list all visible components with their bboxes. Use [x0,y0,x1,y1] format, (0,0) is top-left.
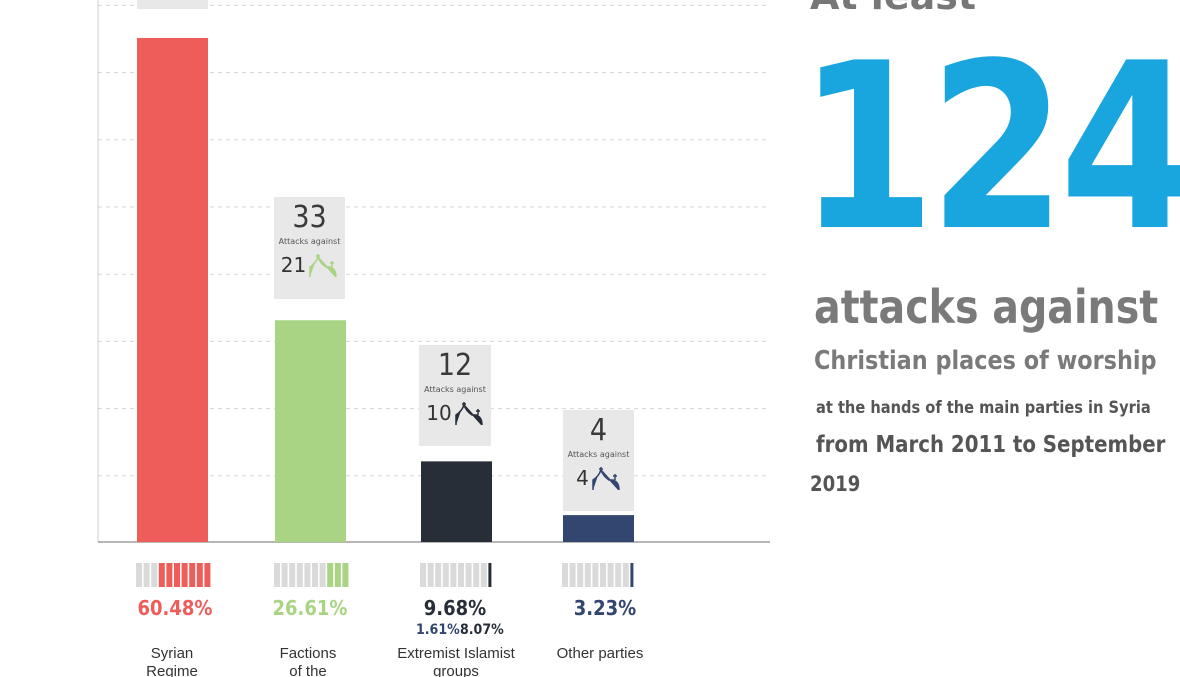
percentage-segment [274,563,280,587]
icon-row: 4 [563,466,634,490]
percentage-segment [296,563,303,587]
box-caption: Attacks against [424,385,486,394]
percentage-segment [304,563,311,587]
church-count: 4 [576,466,589,490]
sub-percentage-label: 1.61% [416,622,460,638]
percentage-segment [630,563,634,587]
attack-total: 4 [589,413,608,448]
percentage-segment [473,563,480,587]
bar [275,320,346,542]
percentage-label: 3.23% [573,596,637,620]
box-caption: Attacks against [278,237,341,246]
percentage-segment [204,563,211,587]
percentage-label: 60.48% [137,596,213,620]
percentage-segment [166,563,173,587]
icon-row: 10 [419,401,491,425]
percentage-label: 26.61% [272,596,348,620]
attack-info-box: 4 Attacks against 4 [563,410,634,511]
category-label: Other parties [544,645,656,663]
box-caption: Attacks against [567,450,630,459]
sub-percentage-label: 8.07% [460,622,504,638]
percentage-segment [577,563,584,587]
percentage-segment [562,563,568,587]
percentage-segment [312,563,318,587]
headline-line-1: attacks against [814,280,1159,334]
category-label: Syrian Regime [122,645,222,677]
category-label: Extremist Islamist groups [393,645,519,677]
category-text: Syrian Regime [146,645,198,677]
percentage-segment [622,563,629,587]
percentage-segment [289,563,296,587]
percentage-segment [435,563,442,587]
percentage-segment [592,563,599,587]
cropped-info-box [137,0,208,9]
attack-total: 12 [437,348,473,383]
percentage-segment [342,563,349,587]
percentage-segment [151,563,158,587]
percentage-segment [420,563,426,587]
percentage-segment [319,563,326,587]
church-icon [592,467,620,490]
lead-text: At least [810,0,976,18]
percentage-segment [181,563,188,587]
percentage-segment [281,563,288,587]
percentage-segment [615,563,622,587]
church-icon [309,254,337,277]
bar-chart: 60.48% 26.61% 9.68% 3.23% 1.61% 8.07% Sy… [97,0,770,677]
total-attacks-number: 124 [800,15,1180,282]
category-text: Factions of the [279,645,337,677]
bar [563,515,634,542]
percentage-segment [189,563,196,587]
bar [137,38,208,542]
percentage-segment [174,563,180,587]
category-label: Factions of the [258,645,358,677]
headline-line-2: Christian places of worship [814,346,1157,376]
church-icon [454,402,483,425]
percentage-segment [607,563,614,587]
percentage-segment [569,563,576,587]
percentage-segment [450,563,457,587]
percentage-segment [584,563,591,587]
icon-row: 21 [274,253,345,277]
attack-info-box: 33 Attacks against 21 [274,197,345,299]
percentage-segment [458,563,464,587]
attack-info-box: 12 Attacks against 10 [419,345,491,446]
percentage-segment [143,563,150,587]
percentage-segment [334,563,341,587]
headline-line-4: from March 2011 to September [816,432,1166,458]
percentage-segment [427,563,434,587]
percentage-segment [158,563,165,587]
percentage-segment [442,563,449,587]
percentage-segment [600,563,606,587]
headline-line-3: at the hands of the main parties in Syri… [816,398,1151,418]
chart-canvas [97,0,770,587]
percentage-label: 9.68% [423,596,487,620]
church-count: 21 [280,253,307,277]
attack-total: 33 [292,200,327,235]
bar [421,461,492,542]
percentage-segment [465,563,472,587]
percentage-segment [196,563,203,587]
headline-statistic: At least 124 attacks against Christian p… [800,0,1180,677]
category-text: Extremist Islamist groups [397,645,515,677]
percentage-segment [327,563,334,587]
percentage-segment [480,563,487,587]
headline-line-5: 2019 [810,472,861,496]
church-count: 10 [426,401,452,425]
percentage-segment [488,563,492,587]
category-text: Other parties [556,645,644,662]
percentage-segment [136,563,142,587]
